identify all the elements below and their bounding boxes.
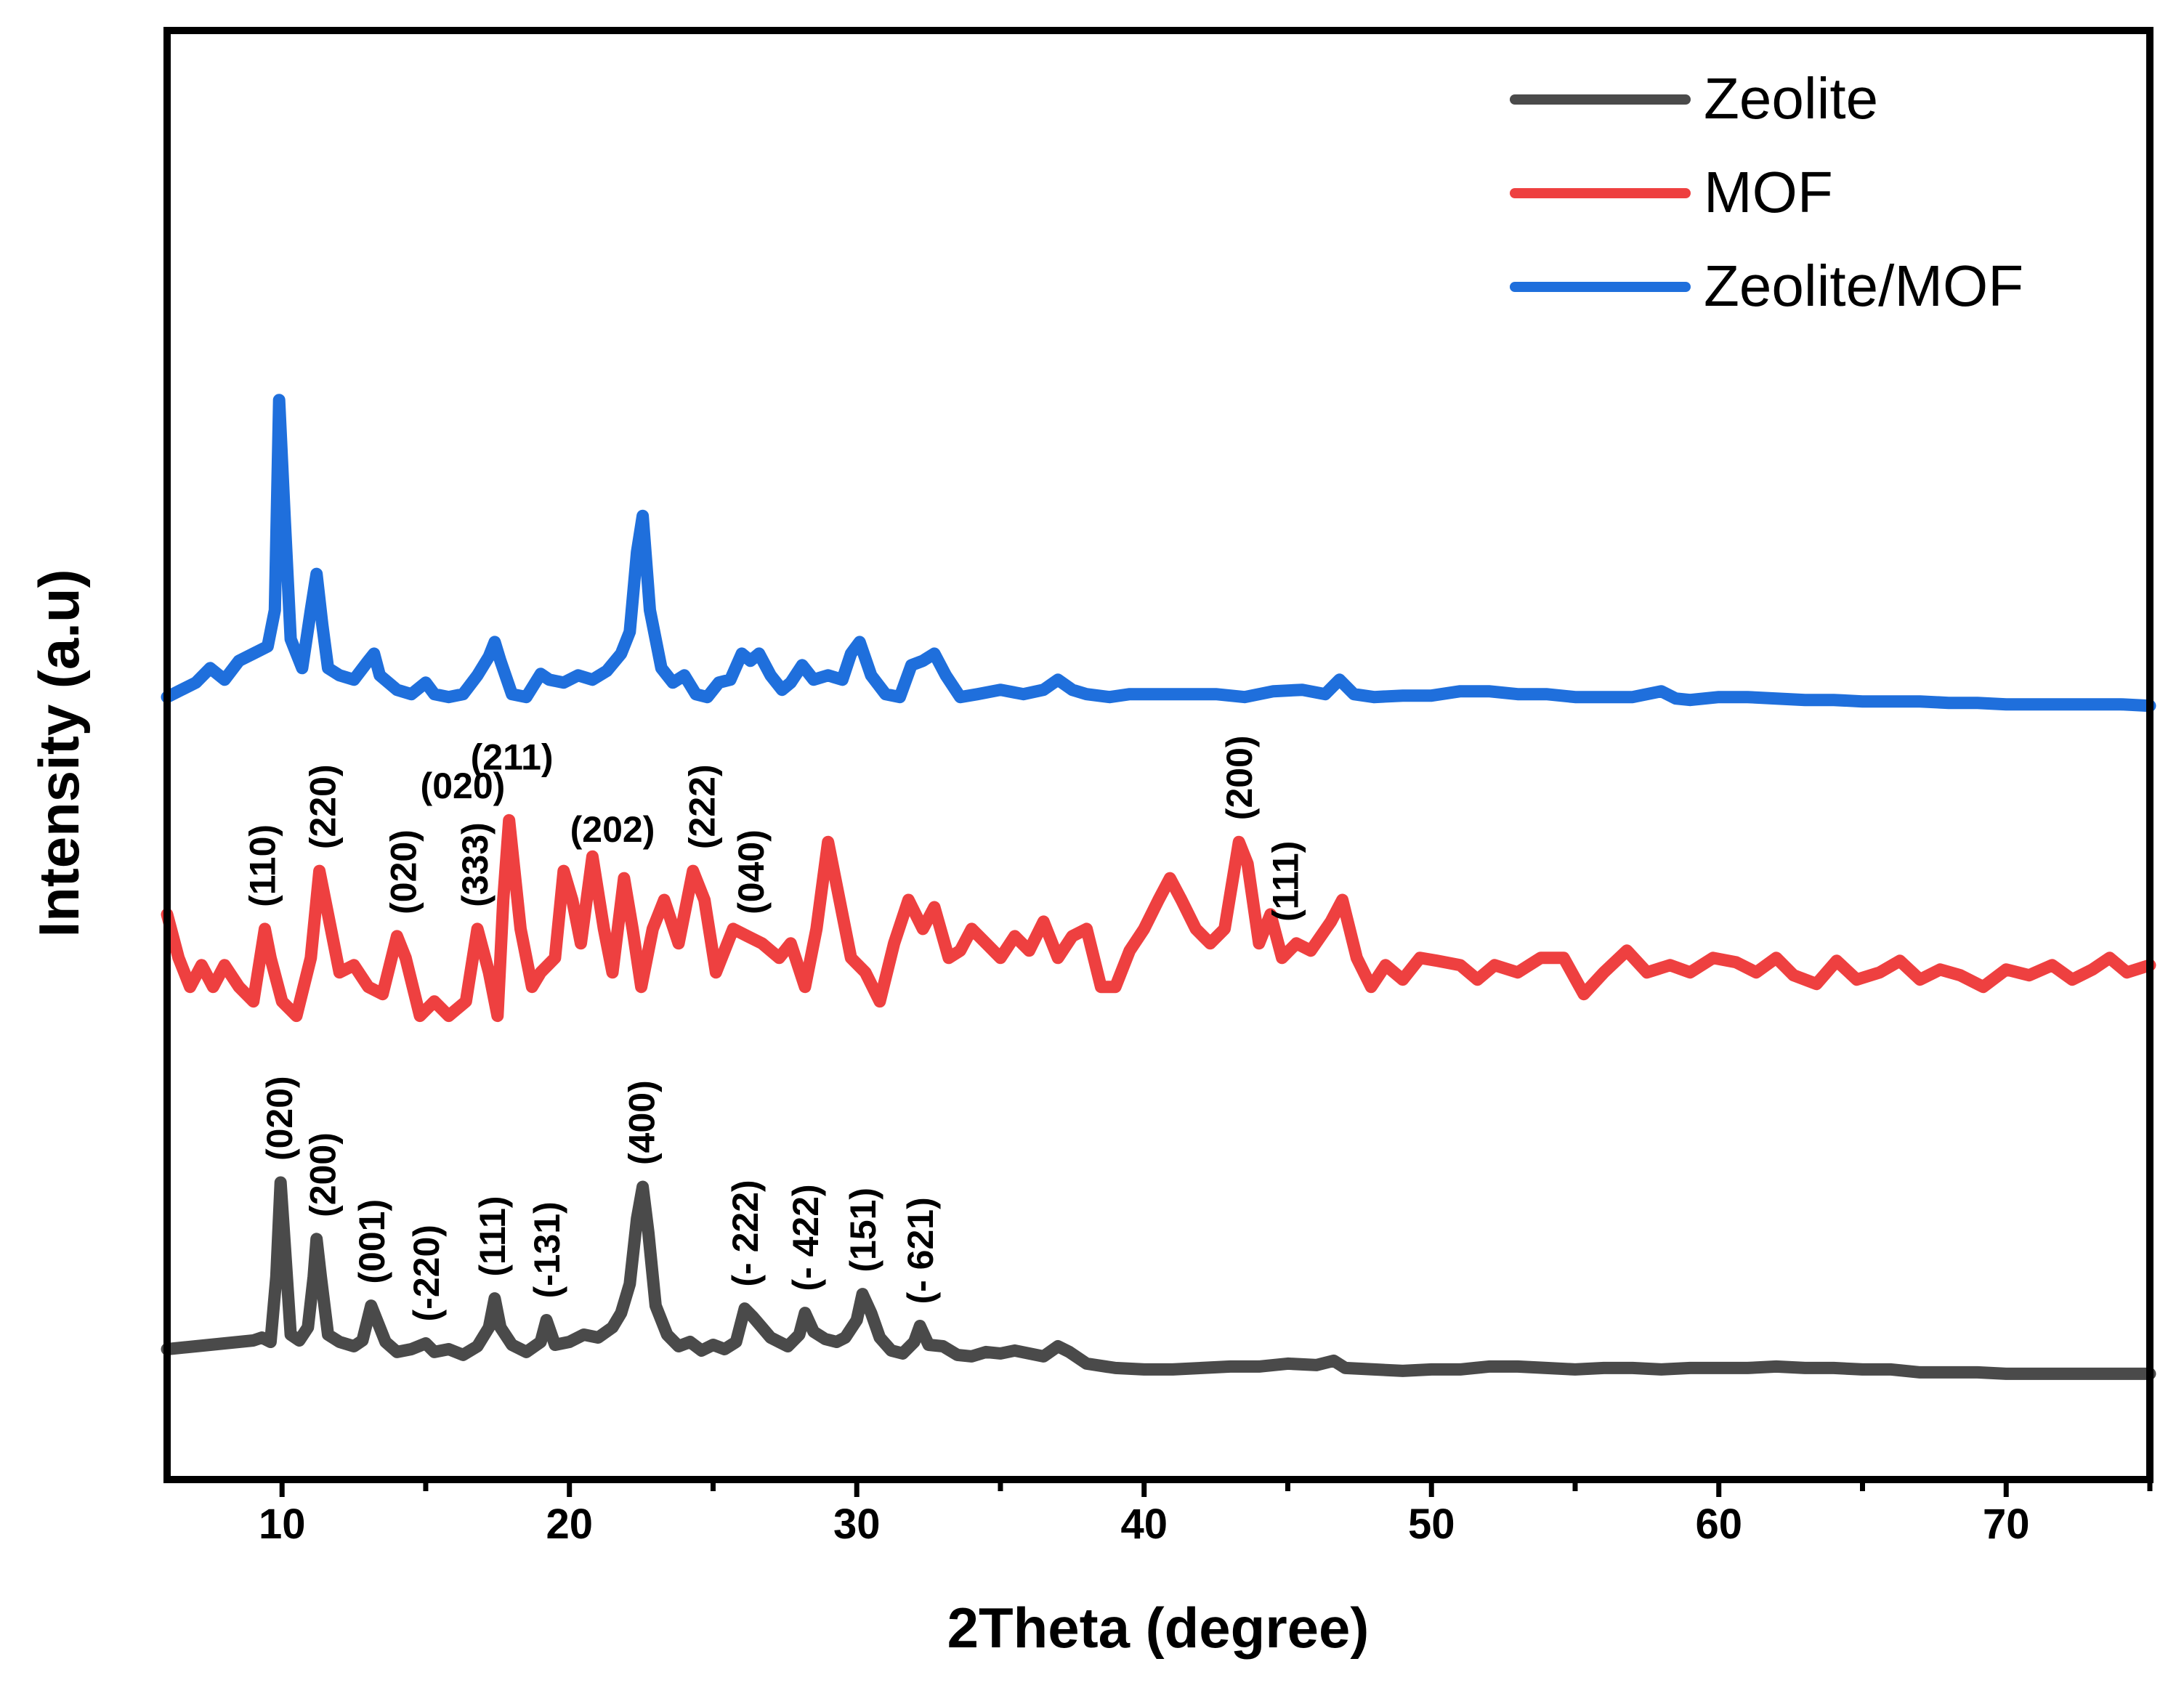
- peak-label: (400): [622, 1080, 663, 1165]
- peak-label: (-220): [406, 1225, 447, 1321]
- x-tick-label: 40: [1120, 1501, 1168, 1548]
- peak-label: (222): [682, 764, 723, 849]
- x-tick-label: 30: [833, 1501, 881, 1548]
- legend-label-mof: MOF: [1704, 160, 1833, 224]
- peak-label: (- 422): [785, 1184, 826, 1291]
- x-axis-ticks: 10 20 30 40 50 60 70: [259, 1480, 2153, 1548]
- legend-label-zeolite-mof: Zeolite/MOF: [1704, 253, 2023, 318]
- peak-label: (200): [1219, 735, 1260, 820]
- series-layer: [161, 394, 2156, 1380]
- y-axis-title: Intensity (a.u): [27, 569, 91, 937]
- peak-label: (020): [259, 1076, 300, 1161]
- peak-label: (001): [352, 1199, 392, 1284]
- peak-label: (111): [472, 1196, 513, 1276]
- peak-label: (- 222): [725, 1180, 766, 1286]
- peak-label: (111): [1266, 841, 1306, 922]
- peak-label: (040): [731, 829, 772, 914]
- plot-frame: [163, 27, 2153, 1483]
- series-line-mof: [161, 813, 2156, 1023]
- x-tick-label: 60: [1695, 1501, 1742, 1548]
- peak-label: (333): [455, 822, 496, 907]
- peak-label: (220): [303, 764, 344, 849]
- peak-label: (211): [471, 737, 554, 777]
- peak-label: (151): [843, 1188, 883, 1273]
- peak-label: (020): [421, 766, 506, 806]
- x-tick-label: 70: [1983, 1501, 2030, 1548]
- peak-label: (110): [243, 824, 283, 907]
- series-line-zeolite: [161, 1176, 2156, 1380]
- peak-annotations: (020)(200)(001) (-220) (111) (-131)(400)(- …: [243, 735, 1306, 1321]
- x-axis-title: 2Theta (degree): [947, 1596, 1370, 1660]
- peak-label: (020): [383, 829, 424, 914]
- peak-label: (202): [570, 809, 655, 850]
- peak-label: (- 621): [900, 1197, 941, 1304]
- x-tick-label: 50: [1408, 1501, 1455, 1548]
- series-line-zeolite-mof: [161, 394, 2156, 713]
- legend: Zeolite MOF Zeolite/MOF: [1510, 66, 2023, 318]
- x-tick-label: 20: [546, 1501, 593, 1548]
- peak-label: (-131): [527, 1201, 567, 1298]
- x-tick-label: 10: [259, 1501, 306, 1548]
- peak-label: (200): [303, 1132, 344, 1217]
- legend-label-zeolite: Zeolite: [1704, 66, 1878, 131]
